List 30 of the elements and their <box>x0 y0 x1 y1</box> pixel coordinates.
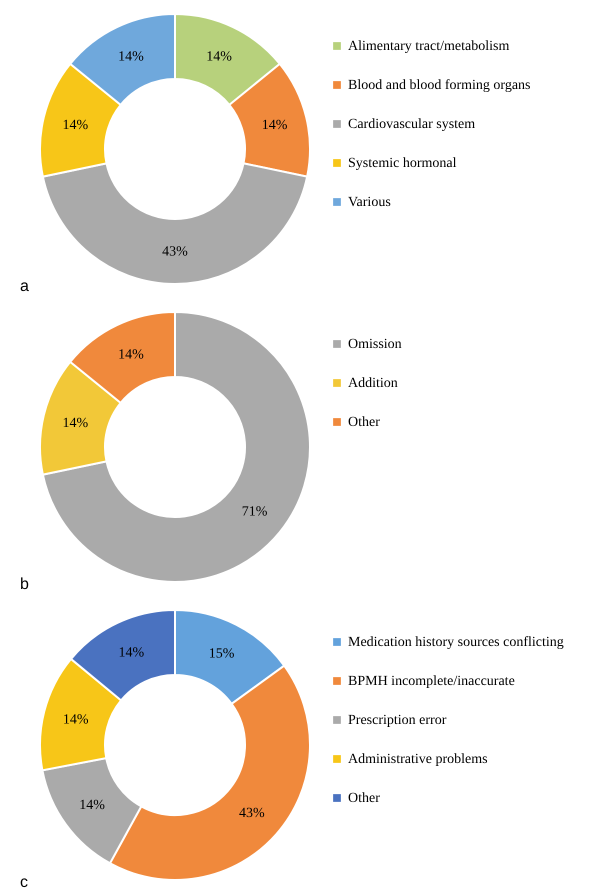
data-label: 14% <box>62 416 89 431</box>
data-label: 43% <box>239 806 266 821</box>
legend-label: Cardiovascular system <box>348 117 476 132</box>
legend-label: Alimentary tract/metabolism <box>348 39 510 54</box>
donut-slice <box>42 311 311 583</box>
legend-label: Administrative problems <box>348 752 488 767</box>
data-label: 14% <box>118 347 144 362</box>
legend-label: Omission <box>348 337 402 352</box>
legend-label: Other <box>348 415 380 430</box>
legend-label: Other <box>348 791 380 806</box>
text: b <box>20 576 29 593</box>
legend-label: Blood and blood forming organs <box>348 78 531 93</box>
data-label: 14% <box>62 712 89 728</box>
legend-label: BPMH incomplete/inaccurate <box>348 674 515 689</box>
data-label: 15% <box>208 646 235 662</box>
data-label: 14% <box>79 798 106 814</box>
text: a <box>20 278 29 295</box>
data-label: 14% <box>62 118 89 133</box>
legend-label: Addition <box>348 376 398 391</box>
data-label: 71% <box>242 504 268 520</box>
data-label: 14% <box>118 645 145 660</box>
legend-label: Systemic hormonal <box>348 156 457 171</box>
data-label: 14% <box>206 49 232 64</box>
legend-label: Various <box>348 195 391 210</box>
legend-label: Prescription error <box>348 713 447 728</box>
data-label: 14% <box>262 118 288 133</box>
data-label: 14% <box>118 49 144 64</box>
data-label: 43% <box>162 244 188 260</box>
text: c <box>20 874 28 891</box>
legend-label: Medication history sources conflicting <box>348 635 564 650</box>
